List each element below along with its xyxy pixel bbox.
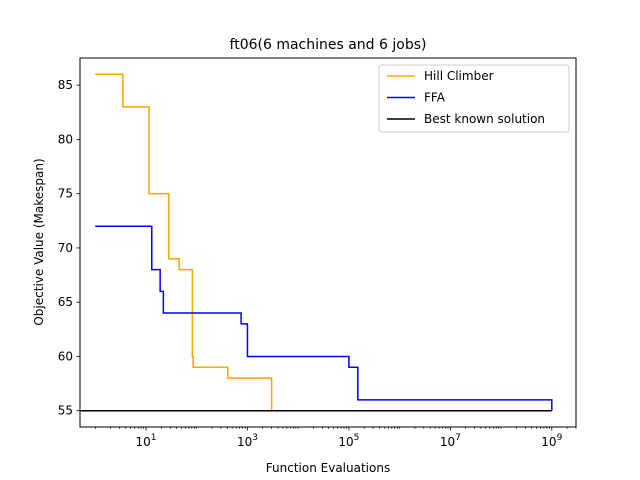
x-axis: 101 103 105 107 109: [94, 427, 577, 449]
y-axis: 55 60 65 70 75 80 85: [58, 78, 80, 418]
y-axis-label: Objective Value (Makespan): [32, 158, 46, 325]
y-tick-label: 70: [58, 241, 73, 255]
legend-label: Best known solution: [424, 112, 545, 126]
series-line-1: [95, 73, 552, 412]
y-tick-label: 75: [58, 187, 73, 201]
x-tick-label: 103: [237, 433, 258, 449]
legend-box: [378, 64, 570, 133]
chart-title: ft06(6 machines and 6 jobs): [230, 37, 427, 53]
y-tick-label: 65: [58, 295, 73, 309]
x-tick-label: 107: [440, 433, 461, 449]
legend: Hill Climber FFA Best known solution: [378, 64, 570, 133]
legend-label: Hill Climber: [424, 69, 494, 83]
y-tick-label: 60: [58, 349, 73, 363]
series-line-2: [95, 225, 553, 411]
series-layer: [80, 73, 553, 412]
y-tick-label: 55: [58, 404, 73, 418]
y-tick-label: 80: [58, 132, 73, 146]
plot-frame: [79, 57, 577, 428]
x-tick-label: 109: [541, 433, 562, 449]
x-axis-label: Function Evaluations: [266, 461, 390, 475]
x-tick-label: 105: [338, 433, 359, 449]
x-tick-label: 101: [135, 433, 156, 449]
legend-label: FFA: [424, 91, 446, 105]
y-tick-label: 85: [58, 78, 73, 92]
